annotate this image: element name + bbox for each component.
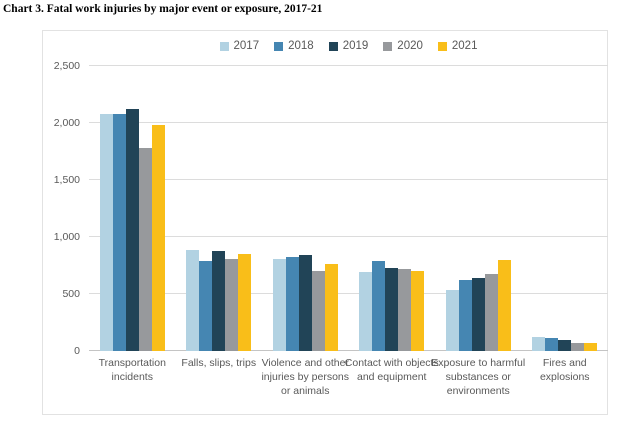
legend-swatch-2018 <box>274 41 284 51</box>
x-axis-category-label: Contact with objects and equipment <box>344 357 439 383</box>
bar-2021 <box>324 264 338 351</box>
bar-2020 <box>484 274 498 351</box>
bar-2017 <box>532 336 546 351</box>
bar-2017 <box>99 114 113 351</box>
bar-2020 <box>398 269 412 351</box>
y-axis-tick-label: 1,500 <box>53 174 80 186</box>
y-axis-tick-label: 0 <box>74 345 80 357</box>
bar-2017 <box>359 271 373 351</box>
legend-item-2019: 2019 <box>328 40 369 52</box>
legend-item-2018: 2018 <box>274 40 314 52</box>
gridline <box>89 236 608 237</box>
x-axis-line <box>89 350 608 351</box>
chart-title: Chart 3. Fatal work injuries by major ev… <box>3 3 323 15</box>
legend-swatch-2019 <box>328 41 338 51</box>
bar-2017 <box>272 259 286 351</box>
legend: 2017 2018 2019 2020 2021 <box>89 40 608 52</box>
bar-2020 <box>138 148 152 351</box>
bar-groups: Transportation incidents Falls, slips, tr… <box>89 66 609 397</box>
bar-2020 <box>571 342 585 351</box>
legend-label: 2019 <box>342 40 369 52</box>
bar-2019 <box>385 267 399 351</box>
bar-2018 <box>545 337 559 351</box>
bar-2021 <box>151 125 165 351</box>
y-axis-tick-label: 1,000 <box>53 231 80 243</box>
bar-2018 <box>285 256 299 351</box>
legend-label: 2018 <box>288 40 314 52</box>
gridline <box>89 179 608 180</box>
bar-2019 <box>298 255 312 351</box>
legend-item-2017: 2017 <box>219 40 260 52</box>
bar-2019 <box>212 250 226 351</box>
bar-2018 <box>372 261 386 351</box>
bar-2021 <box>411 270 425 351</box>
bar-2018 <box>199 260 213 351</box>
x-axis-category-label: Violence and other injuries by persons o… <box>261 357 350 397</box>
category-group: Exposure to harmful substances or enviro… <box>431 66 525 397</box>
x-axis-category-label: Exposure to harmful substances or enviro… <box>431 357 526 397</box>
bar-2018 <box>112 113 126 351</box>
legend-item-2020: 2020 <box>383 40 423 52</box>
bar-2021 <box>497 260 511 351</box>
bar-2021 <box>238 254 252 351</box>
y-axis-tick-label: 2,000 <box>53 117 80 129</box>
bar-2018 <box>458 280 472 351</box>
legend-swatch-2017 <box>219 41 229 51</box>
y-axis-tick-label: 2,500 <box>53 60 80 72</box>
gridline <box>89 122 608 123</box>
bar-2017 <box>186 249 200 351</box>
plot-area: Transportation incidents Falls, slips, tr… <box>54 60 609 397</box>
category-group: Fires and explosions <box>522 66 609 383</box>
legend-swatch-2021 <box>437 41 447 51</box>
bar-2019 <box>125 109 139 351</box>
legend-label: 2021 <box>451 40 478 52</box>
y-axis-tick-label: 500 <box>62 288 80 300</box>
gridline <box>89 293 608 294</box>
legend-label: 2020 <box>397 40 423 52</box>
x-axis-category-label: Transportation incidents <box>98 357 166 383</box>
x-axis-category-label: Falls, slips, trips <box>181 357 257 369</box>
x-axis-category-label: Fires and explosions <box>539 357 590 383</box>
gridline <box>89 65 608 66</box>
legend-label: 2017 <box>233 40 260 52</box>
bar-2020 <box>225 259 239 351</box>
legend-swatch-2020 <box>383 41 393 51</box>
legend-item-2021: 2021 <box>437 40 478 52</box>
bar-2017 <box>445 290 459 351</box>
bar-2019 <box>471 277 485 351</box>
bar-2019 <box>558 339 572 351</box>
category-group: Falls, slips, trips <box>176 66 263 369</box>
category-group: Contact with objects and equipment <box>345 66 439 383</box>
category-group: Transportation incidents <box>89 66 176 383</box>
category-group: Violence and other injuries by persons o… <box>261 66 349 397</box>
bar-2020 <box>311 270 325 351</box>
chart-container: 2017 2018 2019 2020 2021 Transportation inci… <box>42 30 608 415</box>
bar-2021 <box>584 342 598 351</box>
